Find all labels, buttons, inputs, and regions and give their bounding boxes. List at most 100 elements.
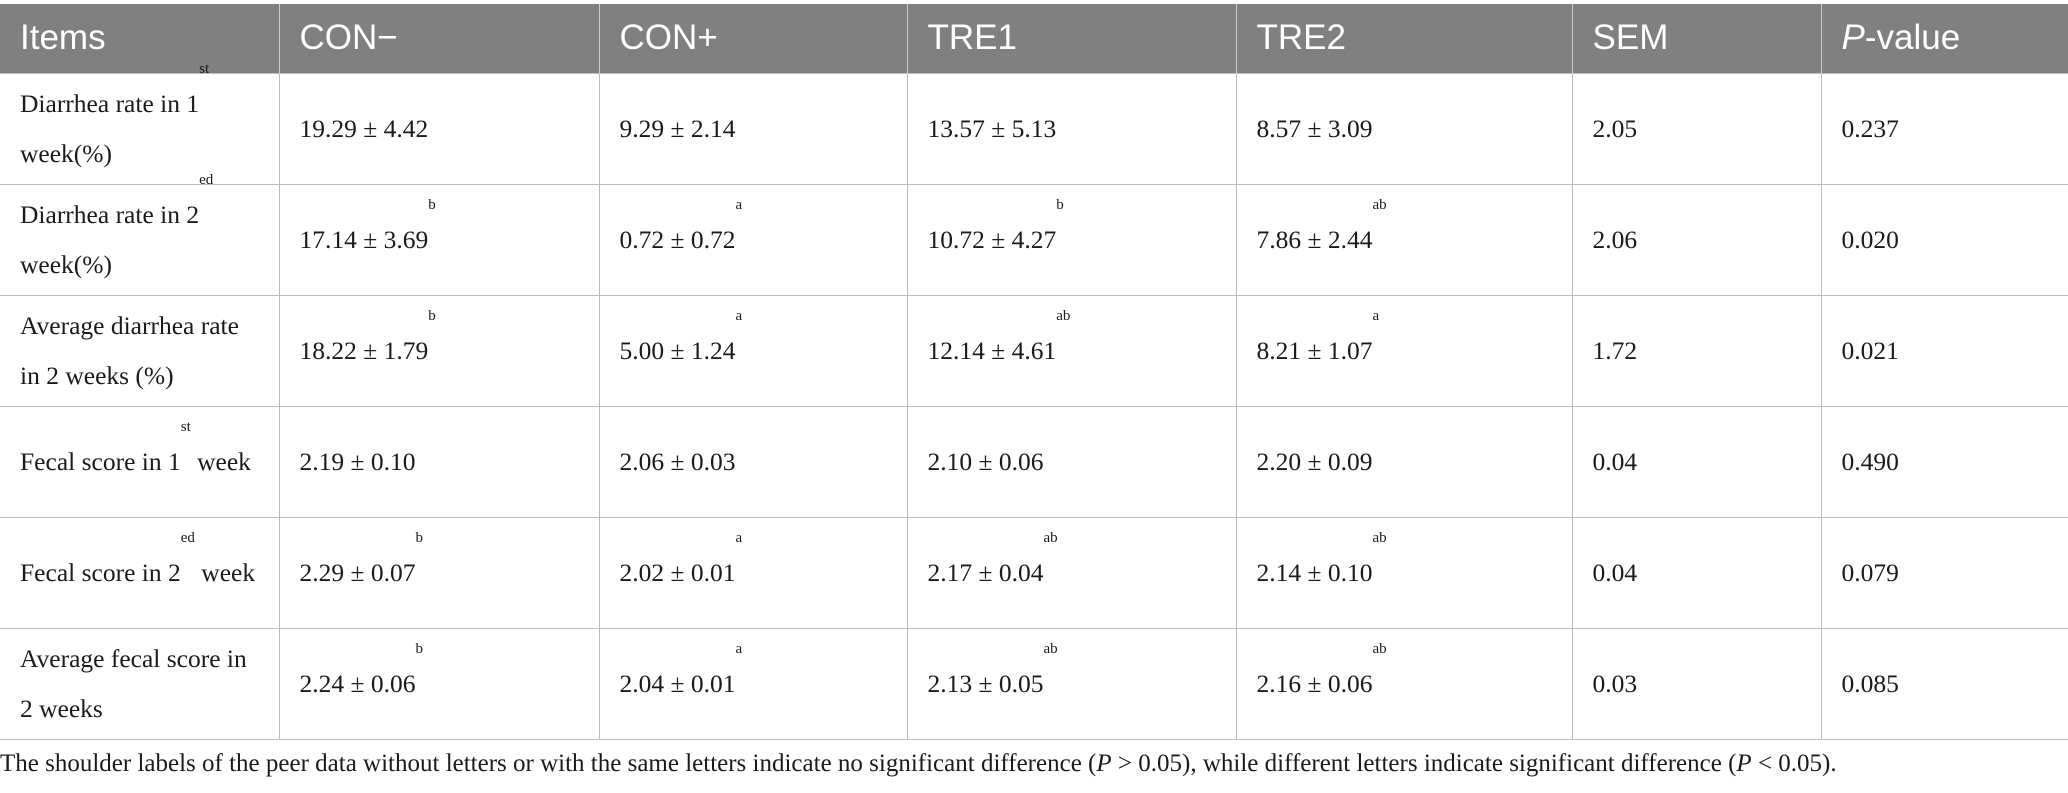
table-cell: 1.72 xyxy=(1571,294,1821,406)
table-cell: 2.06 ± 0.03 xyxy=(598,405,907,517)
row-label-suffix: week(%) xyxy=(20,249,113,279)
cell-value: 5.00 ± 1.24 xyxy=(619,335,736,365)
header-p-value: P-value xyxy=(1820,4,2068,73)
cell-value: 2.20 ± 0.09 xyxy=(1256,446,1373,476)
cell-value: 2.02 ± 0.01 xyxy=(619,557,736,587)
footnote-part2: > 0.05), while different letters indicat… xyxy=(1111,750,1737,777)
table-cell: 0.03 xyxy=(1571,627,1821,740)
cell-significance-letter: a xyxy=(735,529,743,546)
cell-value: 0.490 xyxy=(1841,446,1899,476)
table-cell: 19.29 ± 4.42 xyxy=(278,72,599,184)
row-label-text: Diarrhea rate in 1 xyxy=(20,88,200,118)
cell-value: 2.04 ± 0.01 xyxy=(619,668,736,698)
cell-value: 8.21 ± 1.07 xyxy=(1256,335,1373,365)
cell-value: 0.021 xyxy=(1841,335,1899,365)
header-con-minus: CON− xyxy=(278,4,599,73)
cell-value: 18.22 ± 1.79 xyxy=(299,335,429,365)
cell-significance-letter: ab xyxy=(1043,529,1058,546)
cell-value: 7.86 ± 2.44 xyxy=(1256,224,1373,254)
table-cell: 0.085 xyxy=(1820,627,2068,740)
row-label: Average diarrhea rate in 2 weeks (%) xyxy=(20,301,260,401)
row-label-suffix: week(%) xyxy=(20,138,113,168)
table-cell: 2.05 xyxy=(1571,72,1821,184)
cell-significance-letter: b xyxy=(415,640,424,657)
data-table-container: Items CON− CON+ TRE1 TRE2 SEM P-value Di… xyxy=(0,4,2068,740)
table-cell: 0.237 xyxy=(1820,72,2068,184)
cell-value: 0.03 xyxy=(1592,668,1638,698)
table-cell: 9.29 ± 2.14 xyxy=(598,72,907,184)
cell-value: 2.24 ± 0.06 xyxy=(299,668,416,698)
table-cell: 8.57 ± 3.09 xyxy=(1235,72,1572,184)
row-label-cell: Diarrhea rate in 1 st week(%) xyxy=(0,61,279,184)
row-label-cell: Fecal score in 1 st week xyxy=(0,405,279,517)
cell-value: 0.72 ± 0.72 xyxy=(619,224,736,254)
cell-value: 2.17 ± 0.04 xyxy=(927,557,1044,587)
row-label-cell: Fecal score in 2 ed week xyxy=(0,516,279,628)
footnote-p2: P xyxy=(1736,750,1752,777)
cell-value: 13.57 ± 5.13 xyxy=(927,113,1057,143)
table-cell: 18.22 ± 1.79 b xyxy=(278,294,599,406)
table-cell: 0.72 ± 0.72 a xyxy=(598,183,907,295)
row-label-cell: Average fecal score in 2 weeks xyxy=(0,627,279,740)
header-tre1: TRE1 xyxy=(906,4,1236,73)
table-header-row: Items CON− CON+ TRE1 TRE2 SEM P-value xyxy=(0,4,2068,73)
row-label-superscript: ed xyxy=(199,171,214,188)
footnote-part1: The shoulder labels of the peer data wit… xyxy=(0,750,1097,777)
cell-value: 17.14 ± 3.69 xyxy=(299,224,429,254)
cell-significance-letter: ab xyxy=(1372,529,1387,546)
row-label: Diarrhea rate in 2 ed week(%) xyxy=(20,172,260,290)
data-table: Items CON− CON+ TRE1 TRE2 SEM P-value Di… xyxy=(0,4,2068,740)
cell-significance-letter: ab xyxy=(1372,640,1387,657)
table-cell: 2.20 ± 0.09 xyxy=(1235,405,1572,517)
cell-value: 0.04 xyxy=(1592,557,1638,587)
cell-value: 2.13 ± 0.05 xyxy=(927,668,1044,698)
row-label-text: Diarrhea rate in 2 xyxy=(20,199,200,229)
table-cell: 2.14 ± 0.10 ab xyxy=(1235,516,1572,628)
cell-value: 10.72 ± 4.27 xyxy=(927,224,1057,254)
cell-value: 2.14 ± 0.10 xyxy=(1256,557,1373,587)
table-cell: 0.490 xyxy=(1820,405,2068,517)
cell-value: 0.237 xyxy=(1841,113,1899,143)
row-label-cell: Diarrhea rate in 2 ed week(%) xyxy=(0,172,279,295)
table-cell: 2.17 ± 0.04 ab xyxy=(906,516,1236,628)
table-cell: 2.16 ± 0.06 ab xyxy=(1235,627,1572,740)
row-label-text: Average diarrhea rate in 2 weeks (%) xyxy=(20,310,239,390)
row-label-text: Fecal score in 1 xyxy=(20,446,181,476)
cell-value: 2.19 ± 0.10 xyxy=(299,446,416,476)
cell-significance-letter: b xyxy=(415,529,424,546)
table-cell: 13.57 ± 5.13 xyxy=(906,72,1236,184)
table-row: Diarrhea rate in 2 ed week(%) 17.14 ± 3.69… xyxy=(0,172,2068,295)
cell-value: 2.16 ± 0.06 xyxy=(1256,668,1373,698)
header-sem: SEM xyxy=(1571,4,1821,73)
table-cell: 12.14 ± 4.61 ab xyxy=(906,294,1236,406)
row-label: Average fecal score in 2 weeks xyxy=(20,634,260,734)
table-row: Average fecal score in 2 weeks 2.24 ± 0.0… xyxy=(0,627,2068,740)
row-label-cell: Average diarrhea rate in 2 weeks (%) xyxy=(0,294,279,406)
cell-value: 2.06 xyxy=(1592,224,1638,254)
table-footnote: The shoulder labels of the peer data wit… xyxy=(0,750,1837,778)
table-cell: 2.13 ± 0.05 ab xyxy=(906,627,1236,740)
cell-value: 0.079 xyxy=(1841,557,1899,587)
cell-value: 9.29 ± 2.14 xyxy=(619,113,736,143)
cell-significance-letter: ab xyxy=(1372,196,1387,213)
cell-significance-letter: a xyxy=(735,196,743,213)
row-label-text: Average fecal score in 2 weeks xyxy=(20,643,247,723)
table-body: Diarrhea rate in 1 st week(%) 19.29 ± 4.42… xyxy=(0,61,2068,740)
row-label: Diarrhea rate in 1 st week(%) xyxy=(20,61,260,179)
cell-significance-letter: b xyxy=(428,307,436,324)
row-label-superscript: st xyxy=(180,418,191,435)
table-cell: 2.04 ± 0.01 a xyxy=(598,627,907,740)
cell-value: 19.29 ± 4.42 xyxy=(299,113,429,143)
table-cell: 0.04 xyxy=(1571,516,1821,628)
table-cell: 8.21 ± 1.07 a xyxy=(1235,294,1572,406)
row-label-suffix: week xyxy=(194,557,256,587)
cell-value: 2.29 ± 0.07 xyxy=(299,557,416,587)
header-p-italic: P xyxy=(1841,18,1865,58)
cell-significance-letter: a xyxy=(1372,307,1380,324)
footnote-p1: P xyxy=(1096,750,1112,777)
row-label-superscript: st xyxy=(199,60,210,77)
cell-significance-letter: ab xyxy=(1056,307,1071,324)
table-cell: 7.86 ± 2.44 ab xyxy=(1235,183,1572,295)
cell-significance-letter: b xyxy=(428,196,436,213)
table-row: Diarrhea rate in 1 st week(%) 19.29 ± 4.42… xyxy=(0,61,2068,184)
